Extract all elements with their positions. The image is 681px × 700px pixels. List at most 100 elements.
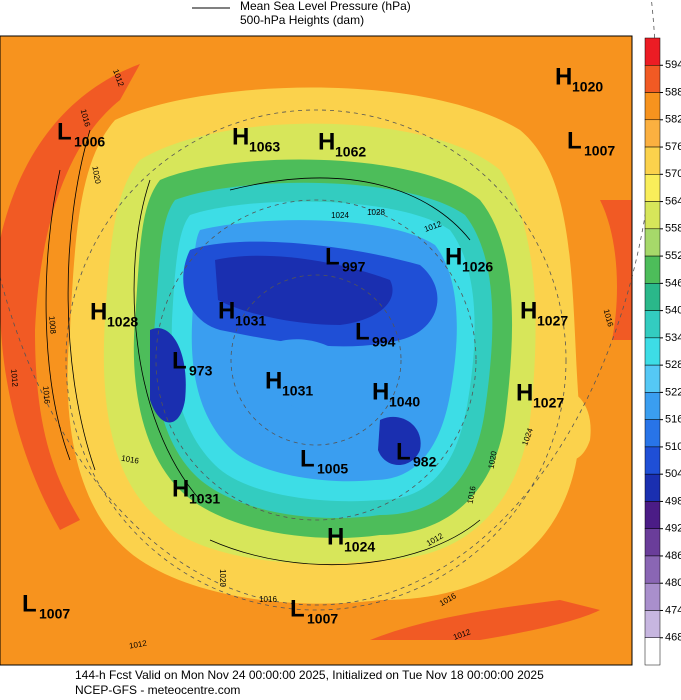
center-letter: H (555, 63, 572, 90)
colorbar-label: 582 (665, 114, 681, 126)
center-letter: H (218, 297, 235, 324)
center-pressure: 1007 (584, 143, 615, 159)
colorbar-label: 588 (665, 86, 681, 98)
warm-band (600, 200, 632, 340)
colorbar-label: 516 (665, 414, 681, 426)
colorbar-label: 474 (665, 604, 681, 616)
colorbar-cell (644, 337, 661, 366)
colorbar-label: 498 (665, 495, 681, 507)
height-field (264, 339, 360, 412)
center-letter: L (396, 438, 411, 465)
center-letter: H (372, 378, 389, 405)
height-field (540, 387, 591, 461)
center-pressure: 973 (189, 363, 213, 379)
colorbar-label: 546 (665, 277, 681, 289)
colorbar-cell (644, 146, 661, 175)
colorbar-label: 468 (665, 632, 681, 644)
center-letter: H (265, 367, 282, 394)
colorbar-cell (644, 37, 661, 66)
colorbar-label: 486 (665, 550, 681, 562)
center-pressure: 1031 (235, 313, 266, 329)
colorbar-cell (644, 528, 661, 557)
colorbar-label: 534 (665, 332, 681, 344)
contour-label: 1016 (466, 485, 478, 505)
colorbar-label: 522 (665, 386, 681, 398)
colorbar-cell (644, 637, 661, 666)
colorbar-cell (644, 501, 661, 529)
center-pressure: 1031 (189, 491, 220, 507)
footer-source: NCEP-GFS - meteocentre.com (75, 683, 240, 697)
center-letter: H (172, 475, 189, 502)
center-letter: L (57, 118, 72, 145)
center-pressure: 1020 (572, 79, 603, 95)
colorbar-cell (644, 283, 661, 311)
center-letter: L (172, 347, 187, 374)
height-field (215, 255, 393, 325)
colorbar-label: 576 (665, 141, 681, 153)
center-letter: H (520, 297, 537, 324)
contour-label: 1016 (121, 454, 141, 466)
center-pressure: 1024 (344, 539, 375, 555)
center-letter: H (327, 523, 344, 550)
contour-label: 1016 (259, 595, 277, 604)
colorbar-label: 564 (665, 195, 681, 207)
contour-label: 1028 (367, 208, 385, 217)
colorbar-label: 528 (665, 359, 681, 371)
latitude-circle (155, 199, 477, 521)
colorbar-cell (644, 228, 661, 257)
colorbar-cell (644, 364, 661, 393)
colorbar-label: 480 (665, 577, 681, 589)
center-letter: L (22, 590, 37, 617)
colorbar-label: 504 (665, 468, 681, 480)
contour-label: 1012 (128, 639, 148, 651)
colorbar-label: 558 (665, 223, 681, 235)
contour-label: 1008 (47, 316, 58, 335)
center-pressure: 1005 (317, 461, 348, 477)
colorbar-cell (644, 392, 661, 420)
center-pressure: 1027 (533, 395, 564, 411)
colorbar-cell (644, 446, 661, 475)
center-pressure: 982 (413, 454, 437, 470)
center-pressure: 1063 (249, 139, 280, 155)
contour-label: 1020 (218, 569, 227, 587)
height-field (378, 416, 421, 465)
colorbar-cell (644, 610, 661, 638)
colorbar-cell (644, 255, 661, 284)
center-letter: H (445, 243, 462, 270)
colorbar-label: 594 (665, 59, 681, 71)
center-pressure: 1006 (74, 134, 105, 150)
center-pressure: 1028 (107, 314, 138, 330)
warm-band (370, 600, 600, 640)
latitude-circle (230, 274, 402, 446)
center-pressure: 1027 (537, 313, 568, 329)
colorbar-cell (644, 555, 661, 584)
center-letter: L (300, 445, 315, 472)
colorbar-label: 540 (665, 305, 681, 317)
center-letter: L (290, 595, 305, 622)
map-frame (0, 35, 633, 666)
center-pressure: 1026 (462, 259, 493, 275)
colorbar-label: 510 (665, 441, 681, 453)
contour-label: 1020 (90, 165, 102, 185)
contour-label: 1024 (331, 211, 349, 220)
colorbar-cell (644, 92, 661, 121)
colorbar-label: 492 (665, 523, 681, 535)
center-pressure: 994 (372, 334, 396, 350)
height-field (150, 328, 186, 423)
center-pressure: 1062 (335, 144, 366, 160)
center-letter: L (325, 243, 340, 270)
center-letter: H (516, 379, 533, 406)
isobar (45, 129, 481, 565)
latitude-circle (65, 109, 567, 611)
colorbar-cell (644, 310, 661, 339)
center-pressure: 997 (342, 259, 366, 275)
colorbar-cell (644, 201, 661, 230)
center-letter: L (567, 127, 582, 154)
center-pressure: 1007 (307, 611, 338, 627)
colorbar-cell (644, 65, 661, 93)
colorbar-label: 552 (665, 250, 681, 262)
footer-valid: 144-h Fcst Valid on Mon Nov 24 00:00:00 … (75, 668, 544, 682)
legend-heights: 500-hPa Heights (dam) (240, 13, 364, 27)
center-letter: H (232, 123, 249, 150)
